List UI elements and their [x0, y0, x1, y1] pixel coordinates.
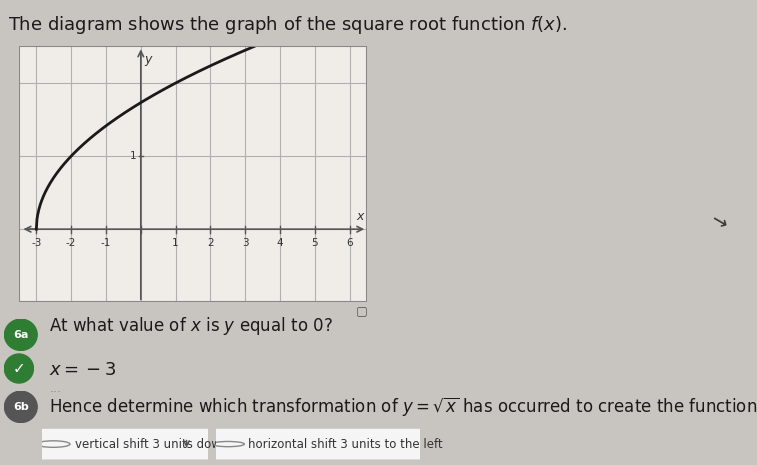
Text: horizontal shift 3 units to the left: horizontal shift 3 units to the left [248, 438, 443, 451]
Text: →: → [707, 211, 731, 235]
Bar [19, 46, 367, 302]
Text: 1: 1 [130, 151, 136, 161]
Text: $x$: $x$ [356, 210, 366, 223]
Text: -1: -1 [101, 238, 111, 248]
Text: $x = -3$: $x = -3$ [49, 361, 117, 379]
Text: vertical shift 3 units down: vertical shift 3 units down [75, 438, 229, 451]
Text: -2: -2 [66, 238, 76, 248]
Text: Hence determine which transformation of $y = \sqrt{x}$ has occurred to create th: Hence determine which transformation of … [49, 395, 757, 418]
Text: -3: -3 [31, 238, 42, 248]
Text: ✓: ✓ [13, 361, 25, 376]
Text: 6a: 6a [13, 330, 29, 340]
Circle shape [5, 391, 37, 423]
Text: ▢: ▢ [355, 305, 367, 318]
Text: 1: 1 [173, 238, 179, 248]
Text: 3: 3 [242, 238, 248, 248]
Text: 2: 2 [207, 238, 213, 248]
Text: The diagram shows the graph of the square root function $f(x)$.: The diagram shows the graph of the squar… [8, 14, 567, 36]
Circle shape [5, 354, 33, 383]
Text: 5: 5 [312, 238, 318, 248]
FancyBboxPatch shape [35, 428, 215, 460]
Text: At what value of $x$ is $y$ equal to $0$?: At what value of $x$ is $y$ equal to $0$… [49, 314, 333, 337]
Text: 6: 6 [347, 238, 353, 248]
Text: $y$: $y$ [144, 54, 154, 68]
Text: 6b: 6b [13, 402, 29, 412]
Text: 4: 4 [277, 238, 283, 248]
Circle shape [5, 319, 37, 351]
FancyBboxPatch shape [207, 428, 428, 460]
Text: ...: ... [49, 382, 61, 395]
